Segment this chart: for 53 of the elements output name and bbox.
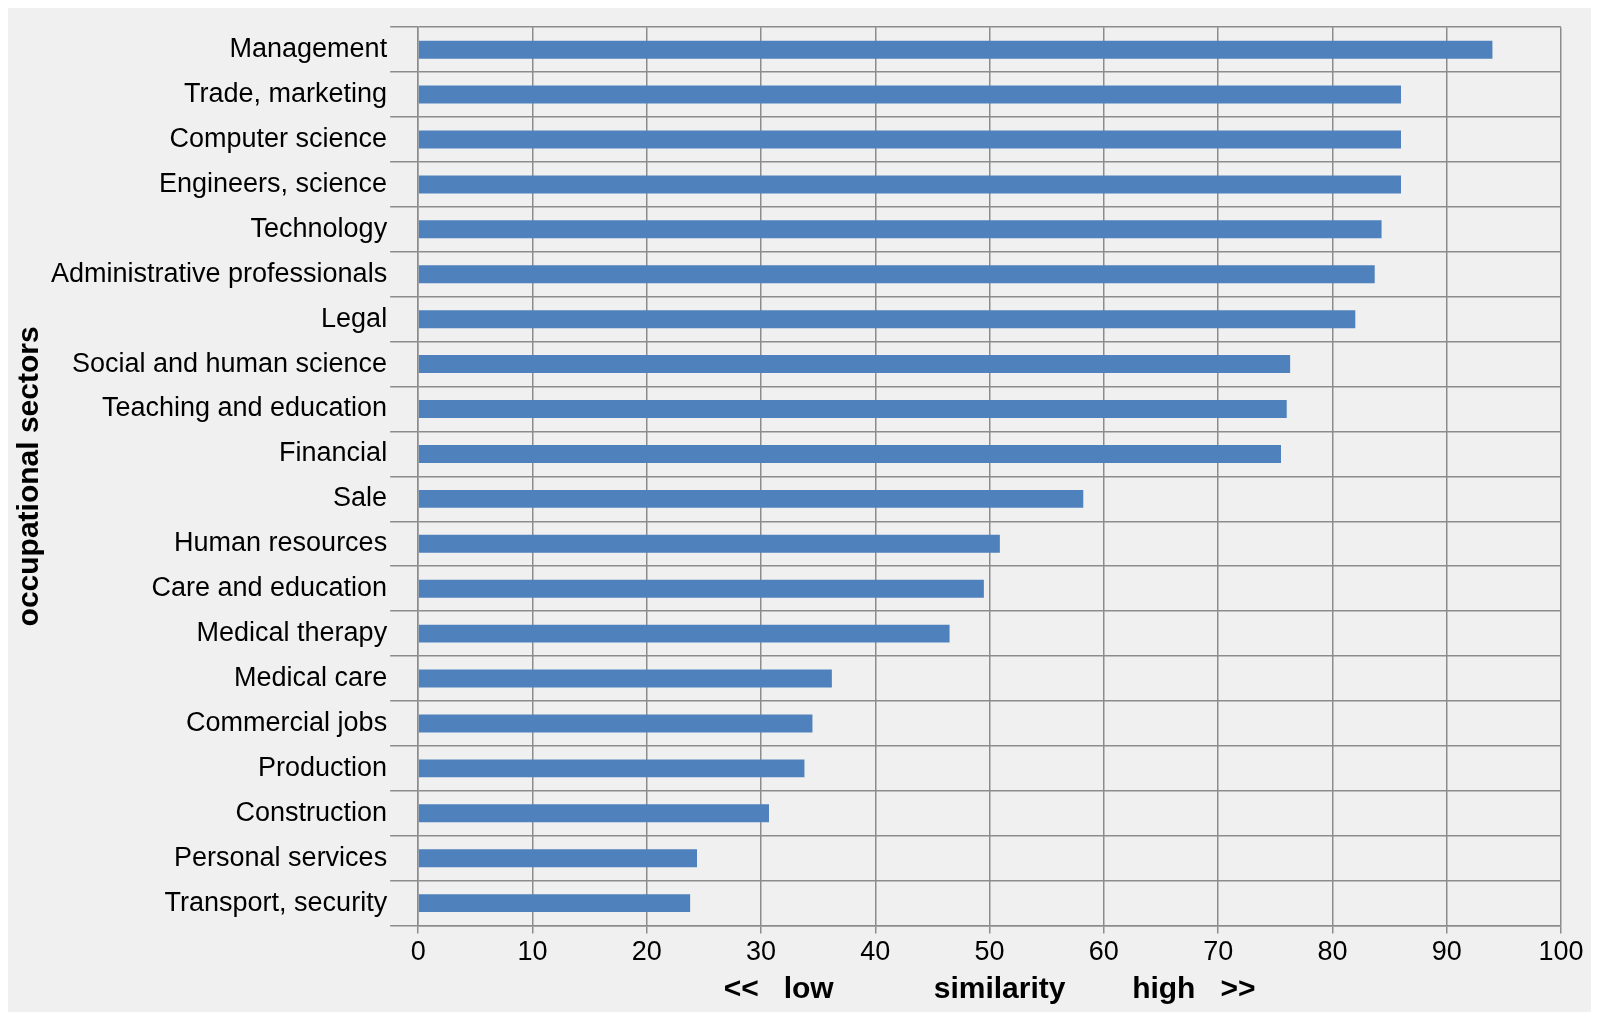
y-tick-label: Trade, marketing [184,78,388,109]
bar [418,444,1281,463]
x-tick-label: 30 [745,936,777,967]
x-tick-label: 20 [631,936,662,967]
bar [418,579,984,598]
y-tick-label: Personal services [174,841,388,872]
x-axis-title: << low similarity high >> [723,971,1256,1005]
y-tick-label: Transport, security [164,886,388,917]
y-tick-label: Engineers, science [159,167,388,198]
y-tick-label: Human resources [174,527,388,558]
y-tick-label: Legal [321,302,388,333]
x-tick-label: 10 [517,936,548,967]
bar [418,714,813,733]
bar [418,310,1356,329]
y-tick-label: Computer science [169,122,388,153]
bar [418,849,697,868]
y-tick-label: Technology [250,212,388,243]
x-tick-label: 80 [1317,936,1348,967]
y-tick-label: Teaching and education [101,392,388,423]
x-tick-label: 0 [410,936,426,967]
bar [418,624,950,643]
y-axis-title: occupational sectors [11,326,45,627]
bar [418,175,1401,194]
y-tick-label: Care and education [151,572,388,603]
bar [418,669,832,688]
x-tick-label: 50 [974,936,1005,967]
bar [418,894,691,913]
x-tick-label: 40 [860,936,891,967]
bar [418,759,805,778]
y-tick-label: Social and human science [71,347,388,378]
bar [418,400,1287,418]
y-tick-label: Administrative professionals [50,257,388,288]
bar [418,355,1291,374]
y-tick-label: Medical care [234,661,388,692]
bar [418,534,1000,553]
bar [418,265,1375,284]
bar [418,85,1401,104]
y-tick-label: Financial [279,437,388,468]
bar [418,220,1382,239]
y-tick-label: Production [258,751,388,782]
bar [418,130,1401,149]
bar [418,804,769,823]
bar [418,489,1084,508]
y-tick-label: Commercial jobs [186,706,388,737]
y-tick-label: Management [229,33,388,64]
x-tick-label: 60 [1088,936,1119,967]
x-tick-label: 100 [1538,936,1584,967]
y-tick-label: Sale [333,482,388,513]
bar [418,40,1493,59]
y-tick-label: Medical therapy [196,617,388,648]
y-tick-label: Construction [235,796,388,827]
x-tick-label: 70 [1203,936,1234,967]
x-tick-label: 90 [1431,936,1462,967]
